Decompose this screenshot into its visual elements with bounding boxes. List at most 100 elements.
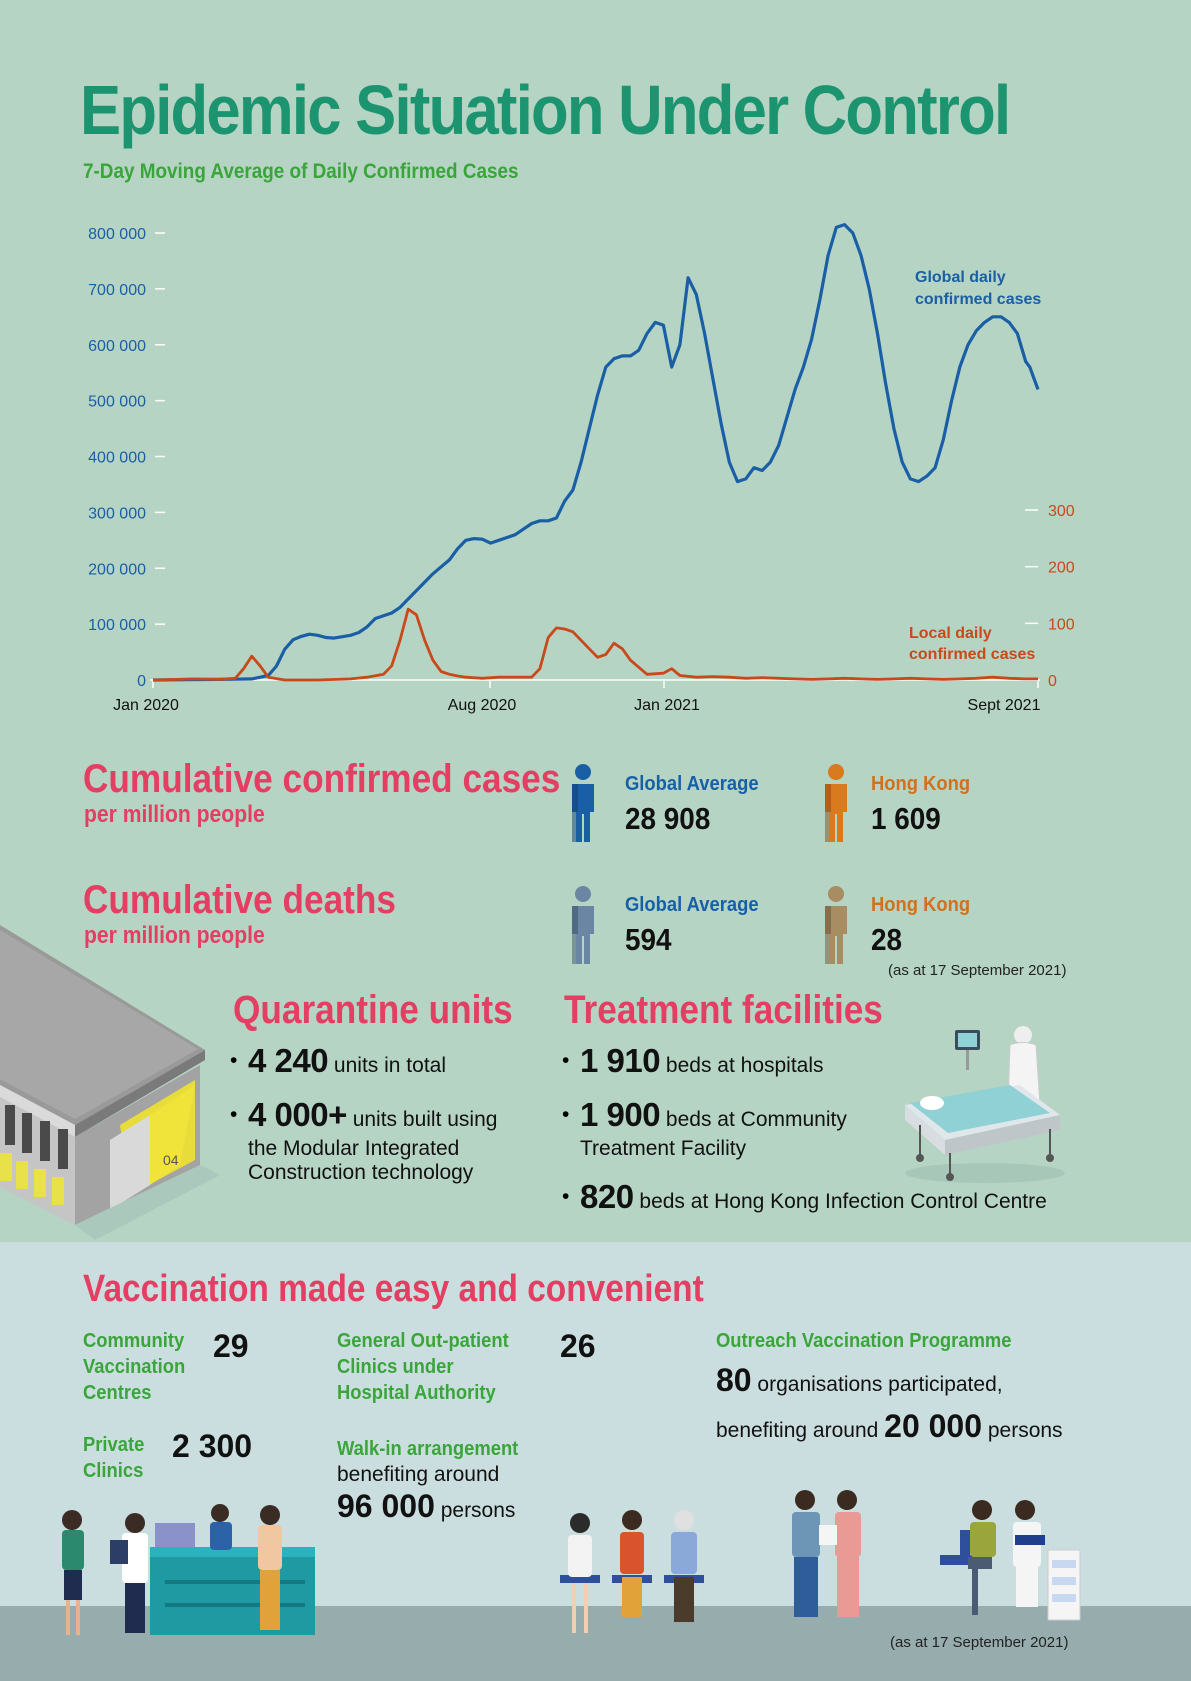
local-cases-line [152,607,1038,682]
private-label-line2: Clinics [83,1460,144,1482]
left-tick-label: 200 000 [88,561,146,578]
cvc-label: Community Vaccination Centres [83,1328,185,1406]
cases-hk-label: Hong Kong [871,773,971,795]
treatment-heading: Treatment facilities [564,988,883,1032]
quarantine-mic-line2: the Modular Integrated [248,1137,460,1160]
bullet-dot: • [562,1049,570,1072]
private-label-line1: Private [83,1434,145,1456]
infection-centre-text: beds at Hong Kong Infection Control Cent… [633,1190,1047,1213]
walkin-text: benefiting around [337,1463,500,1486]
global-person-icon [572,886,594,964]
gopc-label-line1: General Out-patient [337,1330,509,1352]
outreach-line2: benefiting around 20 000 persons [716,1408,1063,1445]
left-tick-label: 400 000 [88,450,146,467]
treatment-bullet-1: • 1 910 beds at hospitals [562,1044,824,1083]
cases-line-chart: 800 000 700 000 600 000 500 000 400 000 300 0… [88,223,1075,714]
left-tick-label: 500 000 [88,394,146,411]
community-beds-num: 1 900 [580,1096,661,1133]
x-tick-label: Jan 2020 [113,697,179,714]
gopc-label-line2: Clinics under [337,1356,454,1378]
right-tick-label: 300 [1048,503,1075,520]
quarantine-total-text: units in total [328,1054,446,1077]
hk-person-icon [825,764,847,842]
cases-global-label: Global Average [625,773,759,795]
left-tick-label: 100 000 [88,617,146,634]
bullet-dot: • [230,1103,238,1126]
infection-centre-num: 820 [580,1178,634,1215]
page-title: Epidemic Situation Under Control [80,71,1011,149]
global-cases-line [152,223,1040,682]
building-tag: 04 [163,1152,179,1168]
gopc-value: 26 [560,1328,596,1364]
outreach-num: 80 [716,1362,752,1398]
quarantine-bullet-1: • 4 240 units in total [230,1044,446,1083]
outreach-line1: 80 organisations participated, [716,1362,1003,1399]
hospital-bed-illustration [905,1026,1065,1183]
left-tick-label: 0 [137,673,146,690]
deaths-global-value: 594 [625,922,672,957]
right-tick-label: 100 [1048,616,1075,633]
hospital-beds-num: 1 910 [580,1042,661,1079]
walkin-num: 96 000 [337,1488,435,1524]
private-clinics-label: Private Clinics [83,1432,144,1484]
local-series-label-line1: Local daily [909,625,992,642]
x-tick-label: Aug 2020 [448,697,517,714]
community-beds-line2: Treatment Facility [580,1137,747,1160]
private-clinics-value: 2 300 [172,1428,253,1464]
treatment-bullet-3: • 820 beds at Hong Kong Infection Contro… [562,1180,1047,1219]
clinic-reception-illustration [62,1504,315,1635]
vaccination-station-illustration [940,1500,1081,1621]
right-axis-ticks: 300 200 100 0 [1025,503,1075,690]
quarantine-bullet-2: • 4 000+ units built using the Modular I… [230,1098,497,1185]
cvc-value: 29 [213,1328,249,1364]
vaccination-date-note: (as at 17 September 2021) [890,1634,1069,1651]
quarantine-total-num: 4 240 [248,1042,329,1079]
gopc-label: General Out-patient Clinics under Hospit… [337,1328,509,1406]
cvc-label-line1: Community [83,1330,185,1352]
gopc-label-line3: Hospital Authority [337,1382,496,1404]
treatment-bullet-2: • 1 900 beds at Community Treatment Faci… [562,1098,847,1161]
left-axis-ticks: 800 000 700 000 600 000 500 000 400 000 300 0… [88,226,165,690]
walkin-label: Walk-in arrangement [337,1438,519,1460]
right-tick-label: 200 [1048,560,1075,577]
deaths-global-label: Global Average [625,894,759,916]
cases-global-value: 28 908 [625,801,711,836]
hk-person-icon [825,886,847,964]
cvc-label-line3: Centres [83,1382,152,1404]
community-beds-text: beds at Community [660,1108,847,1131]
walkin-figure: 96 000 persons [337,1488,515,1525]
local-series-label-line2: confirmed cases [909,646,1035,663]
global-series-label-line1: Global daily [915,269,1006,286]
bullet-dot: • [562,1103,570,1126]
hospital-beds-text: beds at hospitals [660,1054,824,1077]
left-tick-label: 600 000 [88,338,146,355]
outreach-unit: persons [982,1419,1063,1442]
quarantine-mic-num: 4 000+ [248,1096,347,1133]
x-tick-label: Sept 2021 [968,697,1041,714]
cases-hk-value: 1 609 [871,801,941,836]
outreach-text2: benefiting around [716,1419,885,1442]
vaccination-heading: Vaccination made easy and convenient [83,1268,704,1310]
cases-subheading: per million people [84,801,265,828]
outreach-num2: 20 000 [884,1408,983,1444]
x-axis-ticks: Jan 2020 Aug 2020 Jan 2021 Sept 2021 [113,680,1041,714]
outreach-text: organisations participated, [751,1373,1003,1396]
deaths-hk-label: Hong Kong [871,894,971,916]
outreach-label: Outreach Vaccination Programme [716,1330,1012,1352]
right-tick-label: 0 [1048,673,1057,690]
left-tick-label: 700 000 [88,282,146,299]
deaths-subheading: per million people [84,922,265,949]
quarantine-mic-text: units built using [346,1108,498,1131]
outreach-people-illustration [792,1490,861,1617]
bullet-dot: • [230,1049,238,1072]
deaths-hk-value: 28 [871,922,903,957]
quarantine-building-illustration: 04 [0,925,220,1240]
quarantine-mic-line3: Construction technology [248,1161,474,1184]
cvc-label-line2: Vaccination [83,1356,186,1378]
global-person-icon [572,764,594,842]
cases-heading: Cumulative confirmed cases [83,757,561,801]
left-tick-label: 800 000 [88,226,146,243]
quarantine-heading: Quarantine units [233,988,513,1032]
global-series-label-line2: confirmed cases [915,291,1041,308]
bullet-dot: • [562,1185,570,1208]
